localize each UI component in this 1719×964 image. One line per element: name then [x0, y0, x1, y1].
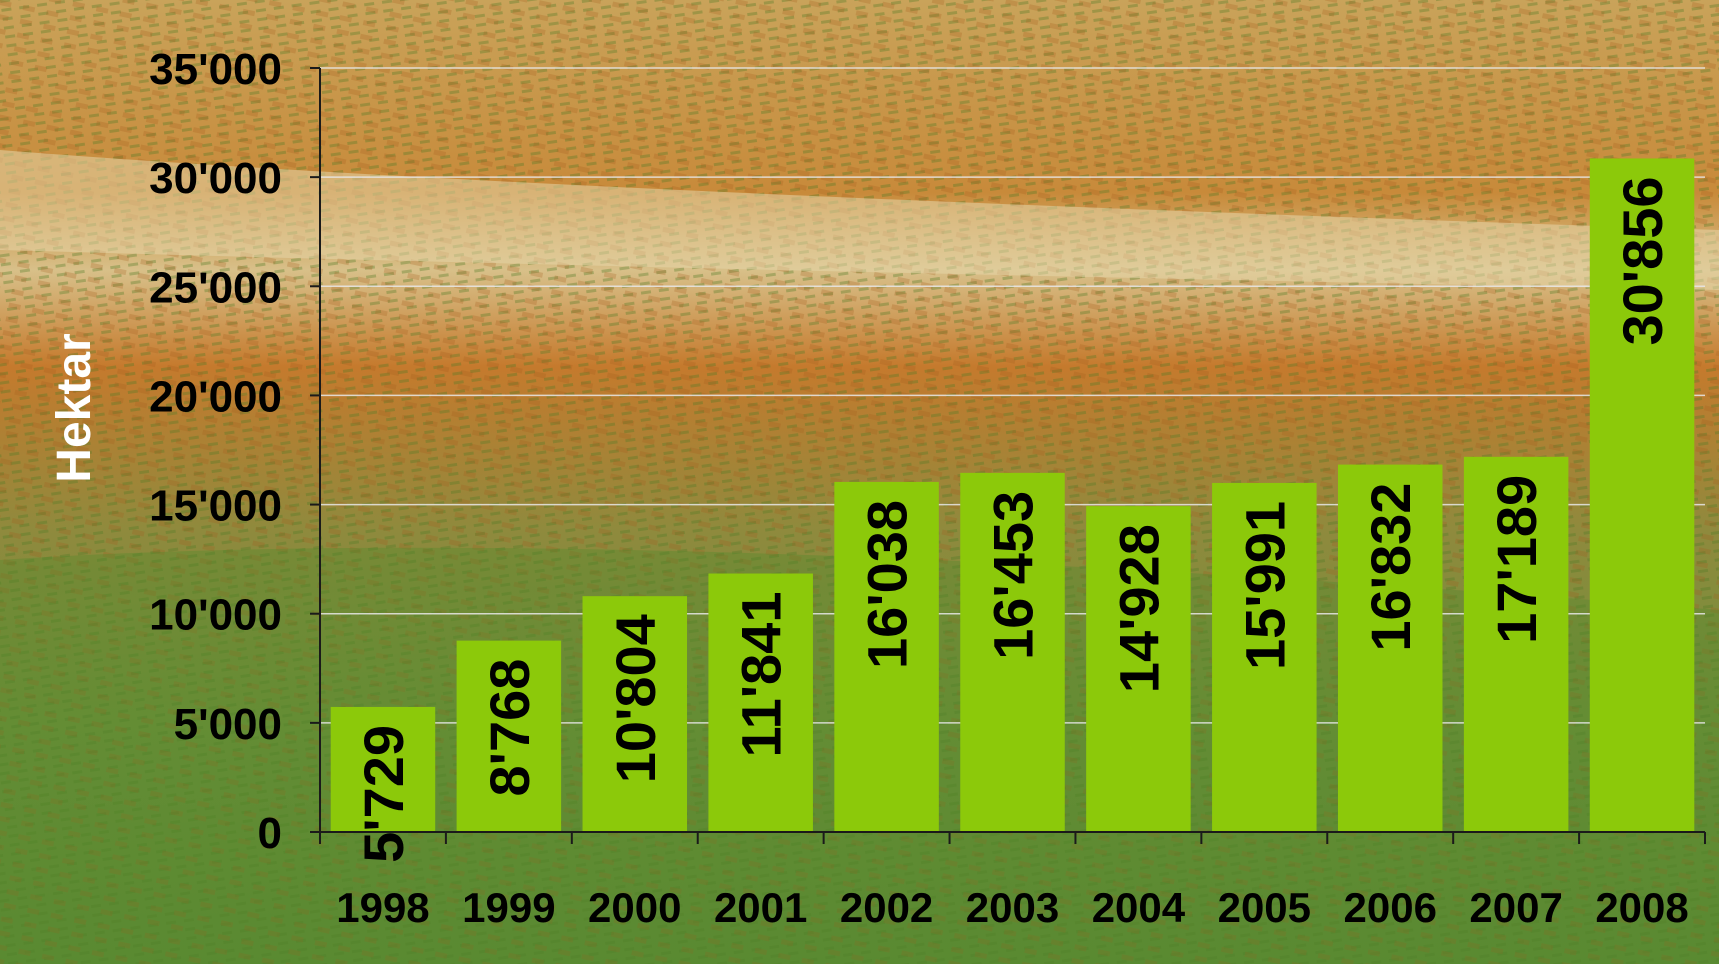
axes — [310, 67, 1706, 844]
value-label: 16'453 — [982, 491, 1045, 660]
y-tick-label: 5'000 — [174, 700, 282, 749]
y-tick-label: 10'000 — [149, 591, 282, 640]
value-label: 11'841 — [730, 592, 793, 758]
value-label: 5'729 — [352, 725, 415, 863]
value-label: 14'928 — [1107, 524, 1170, 693]
value-label: 16'832 — [1359, 483, 1422, 652]
bars — [330, 158, 1695, 833]
bar-2001 — [708, 573, 813, 832]
bar-2008 — [1589, 158, 1695, 833]
x-tick-labels: 1998 1999 2000 2001 2002 2003 2004 2005 2006 2007… — [336, 884, 1689, 931]
bar-1998 — [330, 706, 436, 832]
bar-2003 — [960, 472, 1065, 832]
y-axis-label: Hektar — [48, 333, 101, 482]
y-tick-label: 15'000 — [149, 482, 282, 531]
bar-2000 — [582, 596, 688, 832]
y-tick-label: 25'000 — [149, 263, 282, 312]
value-label: 30'856 — [1611, 176, 1674, 345]
value-label: 15'991 — [1233, 501, 1296, 670]
bar-2005 — [1212, 482, 1317, 832]
bar-1999 — [456, 640, 562, 832]
value-label: 8'768 — [478, 659, 541, 797]
x-tick-label: 2000 — [588, 884, 681, 931]
bar-2002 — [834, 481, 939, 832]
x-tick-label: 1998 — [336, 884, 429, 931]
y-tick-label: 30'000 — [149, 154, 282, 203]
y-tick-label: 20'000 — [149, 372, 282, 421]
x-tick-label: 2006 — [1344, 884, 1437, 931]
x-tick-label: 2004 — [1092, 884, 1186, 931]
y-tick-label: 0 — [258, 809, 282, 858]
value-label: 17'189 — [1485, 475, 1548, 644]
x-tick-label: 2008 — [1595, 884, 1688, 931]
value-label: 16'038 — [856, 500, 919, 669]
bar-2007 — [1463, 456, 1569, 832]
bar-2006 — [1337, 464, 1443, 832]
y-tick-label: 35'000 — [149, 45, 282, 94]
x-tick-label: 2003 — [966, 884, 1059, 931]
y-tick-labels: 0 5'000 10'000 15'000 20'000 25'000 30'000 35'0… — [149, 45, 282, 858]
value-label: 10'804 — [604, 614, 667, 783]
x-tick-label: 2001 — [714, 884, 807, 931]
x-tick-label: 2007 — [1469, 884, 1562, 931]
x-tick-label: 2005 — [1218, 884, 1311, 931]
x-tick-label: 1999 — [462, 884, 555, 931]
bar-2004 — [1086, 506, 1191, 832]
x-tick-label: 2002 — [840, 884, 933, 931]
value-labels: 5'729 8'768 10'804 11'841 16'038 16'453 14'928… — [352, 176, 1674, 862]
